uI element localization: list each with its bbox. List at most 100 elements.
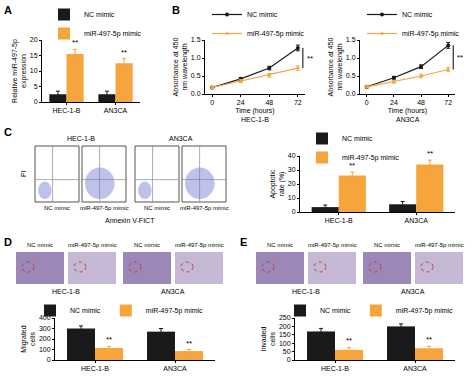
svg-text:1.0: 1.0 [191,54,201,61]
svg-text:NC mimic: NC mimic [267,242,293,248]
svg-text:200: 200 [279,323,291,330]
svg-text:20: 20 [30,36,38,43]
svg-text:HEC-1-B: HEC-1-B [67,135,95,142]
svg-text:Time (hours): Time (hours) [388,107,427,115]
svg-text:miR-497-5p mimic: miR-497-5p mimic [247,30,304,38]
svg-text:48: 48 [417,99,425,106]
svg-text:NC mimic: NC mimic [44,205,70,211]
svg-text:**: ** [426,335,432,344]
svg-text:miR-497-5p mimic: miR-497-5p mimic [175,242,224,248]
svg-text:AN3CA: AN3CA [169,135,193,142]
svg-text:HEC-1-B: HEC-1-B [325,217,353,224]
svg-text:NC mimic: NC mimic [70,307,101,314]
svg-text:Relative miR-497-5pexpression: Relative miR-497-5pexpression [11,39,28,103]
svg-text:50: 50 [283,348,291,355]
svg-text:40: 40 [288,152,296,159]
svg-text:miR-497-5p mimic: miR-497-5p mimic [308,242,357,248]
svg-text:**: ** [307,54,313,63]
svg-text:200: 200 [39,335,51,342]
svg-text:AN3CA: AN3CA [104,107,128,114]
svg-text:0.5: 0.5 [191,72,201,79]
svg-text:20: 20 [288,180,296,187]
svg-text:miR-497-5p mimic: miR-497-5p mimic [342,154,399,162]
svg-text:NC mimic: NC mimic [144,205,170,211]
svg-text:NC mimic: NC mimic [27,242,53,248]
svg-text:1.0: 1.0 [346,54,356,61]
svg-text:Annexin V-FICT: Annexin V-FICT [105,217,155,224]
svg-text:0: 0 [365,99,369,106]
svg-text:30: 30 [288,166,296,173]
svg-text:24: 24 [237,99,245,106]
svg-text:NC mimic: NC mimic [320,307,351,314]
svg-text:**: ** [72,38,78,47]
svg-text:72: 72 [444,99,452,106]
svg-text:Migratedcells: Migratedcells [20,325,36,352]
svg-text:NC mimic: NC mimic [247,11,278,18]
svg-text:**: ** [346,336,352,345]
svg-text:A: A [4,4,12,16]
svg-text:AN3CA: AN3CA [396,116,420,123]
svg-text:**: ** [427,149,433,158]
svg-text:**: ** [186,339,192,348]
svg-text:B: B [172,4,180,16]
svg-text:0: 0 [47,356,51,363]
svg-text:E: E [240,236,247,248]
svg-text:10: 10 [288,194,296,201]
svg-text:NC mimic: NC mimic [402,11,433,18]
svg-text:72: 72 [294,99,302,106]
svg-text:Time (hours): Time (hours) [235,107,274,115]
svg-text:HEC-1-B: HEC-1-B [81,365,109,372]
svg-text:AN3CA: AN3CA [405,217,429,224]
svg-text:48: 48 [265,99,273,106]
svg-text:HEC-1-B: HEC-1-B [292,288,320,295]
svg-text:D: D [4,236,12,248]
svg-text:NC mimic: NC mimic [134,242,160,248]
svg-text:0.0: 0.0 [191,90,201,97]
svg-text:0: 0 [292,208,296,215]
svg-text:**: ** [106,335,112,344]
svg-text:**: ** [457,53,463,62]
svg-text:300: 300 [39,325,51,332]
svg-text:miR-497-5p mimic: miR-497-5p mimic [146,307,203,315]
svg-text:miR-497-5p mimic: miR-497-5p mimic [80,205,129,211]
svg-text:150: 150 [279,331,291,338]
svg-text:C: C [4,126,12,138]
svg-text:0: 0 [34,98,38,105]
svg-text:miR-497-5p mimic: miR-497-5p mimic [180,205,229,211]
svg-text:miR-497-5p mimic: miR-497-5p mimic [84,30,141,38]
svg-text:Invadedcells: Invadedcells [260,326,276,351]
svg-text:10: 10 [30,67,38,74]
svg-text:NC mimic: NC mimic [84,11,115,18]
svg-text:24: 24 [390,99,398,106]
svg-text:AN3CA: AN3CA [401,288,425,295]
svg-text:100: 100 [279,340,291,347]
svg-text:HEC-1-B: HEC-1-B [52,107,80,114]
svg-text:AN3CA: AN3CA [163,365,187,372]
svg-text:250: 250 [279,314,291,321]
svg-text:0.0: 0.0 [346,90,356,97]
svg-text:Absorbance at 450nm wavelength: Absorbance at 450nm wavelength [172,38,189,97]
svg-text:HEC-1-B: HEC-1-B [241,116,269,123]
svg-text:0.5: 0.5 [346,72,356,79]
svg-text:Absorbance at 450nm wavelength: Absorbance at 450nm wavelength [327,38,344,97]
svg-text:1.5: 1.5 [346,36,356,43]
svg-text:15: 15 [30,52,38,59]
svg-text:HEC-1-B: HEC-1-B [321,365,349,372]
svg-text:Apoptoticrate (%): Apoptoticrate (%) [269,169,286,199]
svg-text:AN3CA: AN3CA [403,365,427,372]
svg-text:HEC-1-B: HEC-1-B [52,288,80,295]
svg-text:1.5: 1.5 [191,36,201,43]
svg-text:5: 5 [34,83,38,90]
svg-text:**: ** [121,48,127,57]
svg-text:PI: PI [20,170,27,177]
svg-text:miR-497-5p mimic: miR-497-5p mimic [68,242,117,248]
svg-text:100: 100 [39,346,51,353]
svg-text:**: ** [349,161,355,170]
svg-text:0: 0 [287,356,291,363]
svg-text:NC mimic: NC mimic [374,242,400,248]
svg-text:AN3CA: AN3CA [161,288,185,295]
svg-text:0: 0 [210,99,214,106]
svg-text:miR-497-5p mimic: miR-497-5p mimic [415,242,464,248]
svg-text:NC mimic: NC mimic [342,135,373,142]
svg-text:miR-497-5p mimic: miR-497-5p mimic [396,307,453,315]
